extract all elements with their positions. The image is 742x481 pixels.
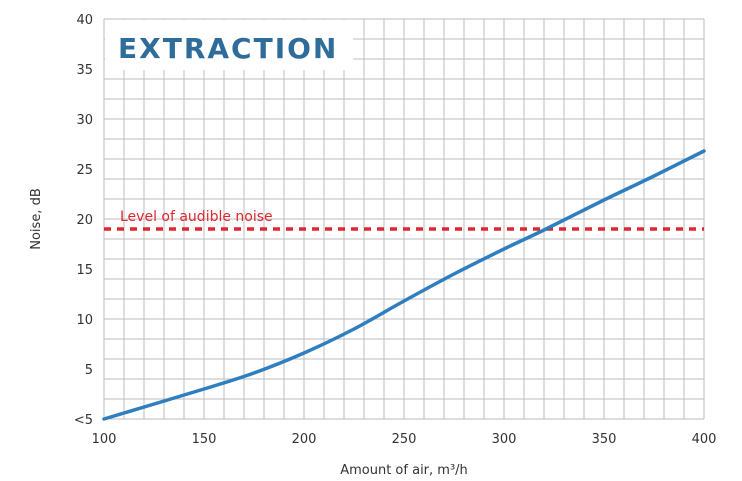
x-tick-label: 400 xyxy=(692,432,717,447)
x-tick-label: 350 xyxy=(592,432,617,447)
x-axis-label: Amount of air, m³/h xyxy=(340,463,468,478)
x-tick-label: 100 xyxy=(92,432,117,447)
x-tick-label: 250 xyxy=(392,432,417,447)
chart-title: EXTRACTION xyxy=(118,32,338,65)
y-tick-label: 35 xyxy=(76,63,93,78)
x-tick-label: 200 xyxy=(292,432,317,447)
reference-line-label: Level of audible noise xyxy=(120,209,273,225)
y-tick-label: 40 xyxy=(76,13,93,28)
y-tick-label: 20 xyxy=(76,213,93,228)
y-tick-label: 10 xyxy=(76,313,93,328)
title-box: EXTRACTION xyxy=(105,20,353,70)
y-tick-label: <5 xyxy=(74,413,93,428)
y-tick-label: 30 xyxy=(76,113,93,128)
x-tick-label: 300 xyxy=(492,432,517,447)
y-tick-label: 25 xyxy=(76,163,93,178)
x-tick-label: 150 xyxy=(192,432,217,447)
y-axis-label: Noise, dB xyxy=(29,188,44,250)
y-tick-label: 5 xyxy=(85,363,93,378)
y-tick-label: 15 xyxy=(76,263,93,278)
